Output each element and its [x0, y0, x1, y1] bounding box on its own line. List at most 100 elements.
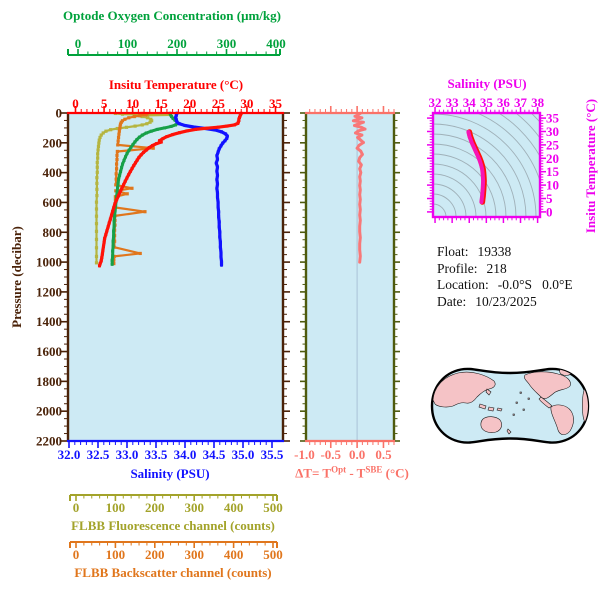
tick-label: 400 [224, 547, 244, 562]
tick-label: 33.0 [116, 447, 139, 462]
tick-label: 0 [73, 547, 80, 562]
map-land-central-america [538, 396, 553, 409]
tick-label: 300 [184, 500, 204, 515]
map-land-australia [480, 416, 502, 433]
tick-label: 35.5 [261, 447, 284, 462]
map-land-north-america [524, 371, 571, 399]
tick-label: 0.5 [375, 447, 392, 462]
location-label: Location: [437, 277, 489, 292]
tick-label: 25 [212, 96, 226, 111]
world-map [430, 367, 590, 444]
ts-temperature-axis-title: Insitu Temperature (°C) [583, 98, 598, 234]
float-label: Float: [437, 244, 469, 259]
delta-t-title-base1: ΔT= T [295, 465, 332, 481]
tick-label: 30 [546, 124, 559, 139]
oxygen-axis: 0 100 200 300 400 [67, 36, 286, 56]
tick-label: 35 [269, 96, 283, 111]
date-value: 10/23/2025 [475, 293, 537, 309]
location-value: -0.0°S 0.0°E [497, 277, 573, 292]
tick-label: 5 [546, 191, 553, 206]
tick-label: 1400 [36, 314, 62, 329]
tick-label: 33 [446, 95, 460, 110]
location-line: Location: -0.0°S 0.0°E [437, 277, 573, 294]
float-id-line: Float: 19338 [437, 244, 573, 261]
tick-label: 15 [546, 164, 560, 179]
map-islands [512, 391, 530, 416]
tick-label: 30 [240, 96, 253, 111]
backscatter-axis-title: FLBB Backscatter channel (counts) [74, 565, 272, 580]
series-temperature [97, 111, 243, 268]
tick-label: 35 [480, 95, 494, 110]
delta-t-title-sup1: Opt [331, 464, 347, 475]
map-land-japan [485, 388, 492, 396]
tick-label: 33.5 [145, 447, 168, 462]
profile-line: Profile: 218 [437, 261, 573, 278]
tick-label: 400 [43, 165, 63, 180]
float-value: 19338 [477, 244, 512, 259]
tick-label: 200 [145, 500, 165, 515]
tick-label: 10 [126, 96, 139, 111]
temperature-axis-title: Insitu Temperature (°C) [108, 77, 244, 92]
map-land-new-zealand [506, 428, 512, 435]
tick-label: 200 [145, 547, 165, 562]
tick-label: 32.5 [87, 447, 110, 462]
profile-value: 218 [486, 260, 507, 276]
main-profile-plot: 0200400600800100012001400160018002000220… [36, 96, 290, 462]
ts-salinity-axis-title: Salinity (PSU) [447, 76, 527, 91]
tick-label: 500 [263, 500, 283, 515]
tick-label: 15 [155, 96, 169, 111]
tick-label: 5 [101, 96, 108, 111]
float-info: Float: 19338 Profile: 218 Location: -0.0°S … [437, 244, 573, 310]
backscatter-axis: 0 100 200 300 400 500 [69, 541, 283, 562]
series-ts-profile [466, 130, 486, 204]
tick-label: 37 [514, 95, 528, 110]
date-line: Date: 10/23/2025 [437, 294, 573, 311]
tick-label: 20 [546, 151, 559, 166]
tick-label: 0.0 [349, 447, 365, 462]
tick-label: 1800 [36, 374, 62, 389]
tick-label: 0 [73, 500, 80, 515]
oxygen-axis-title: Optode Oxygen Concentration (μm/kg) [63, 8, 281, 23]
tick-label: 1200 [36, 284, 62, 299]
tick-label: 32.0 [58, 447, 81, 462]
tick-label: 800 [43, 225, 63, 240]
tick-label: 34.5 [203, 447, 226, 462]
map-land-south-america [550, 404, 574, 435]
tick-label: 34 [463, 95, 477, 110]
tick-label: 34.0 [174, 447, 197, 462]
tick-label: 32 [429, 95, 442, 110]
profile-label: Profile: [437, 260, 478, 276]
fluorescence-axis-title: FLBB Fluorescence channel (counts) [71, 518, 275, 533]
delta-t-title-base2: - T [346, 465, 366, 481]
tick-label: 300 [184, 547, 204, 562]
tick-label: -1.0 [294, 447, 315, 462]
tick-label: 25 [546, 137, 560, 152]
series-salinity [174, 111, 229, 267]
tick-label: 35 [546, 111, 560, 126]
tick-label: 2000 [36, 404, 62, 419]
tick-label: 500 [263, 547, 283, 562]
delta-t-axis-title: ΔT= TOpt - TSBE (°C) [295, 464, 409, 481]
fluorescence-axis: 0 100 200 300 400 500 [69, 494, 283, 515]
tick-label: 0 [546, 204, 553, 219]
tick-label: 0 [75, 36, 82, 51]
series-oxygen [110, 111, 179, 266]
tick-label: 100 [106, 547, 126, 562]
tick-label: 0 [72, 96, 79, 111]
tick-label: 600 [43, 195, 63, 210]
tick-label: 36 [497, 95, 511, 110]
tick-label: 100 [118, 36, 138, 51]
tick-label: 1000 [36, 255, 62, 270]
tick-label: -0.5 [320, 447, 341, 462]
delta-t-title-sup2: SBE [365, 464, 383, 475]
delta-t-title-unit: (°C) [382, 465, 409, 481]
tick-label: 38 [531, 95, 545, 110]
tick-label: 10 [546, 178, 559, 193]
tick-label: 300 [217, 36, 237, 51]
tick-label: 100 [106, 500, 126, 515]
tick-label: 200 [43, 135, 63, 150]
salinity-axis-title: Salinity (PSU) [130, 466, 210, 481]
series-delta-t [351, 111, 367, 264]
